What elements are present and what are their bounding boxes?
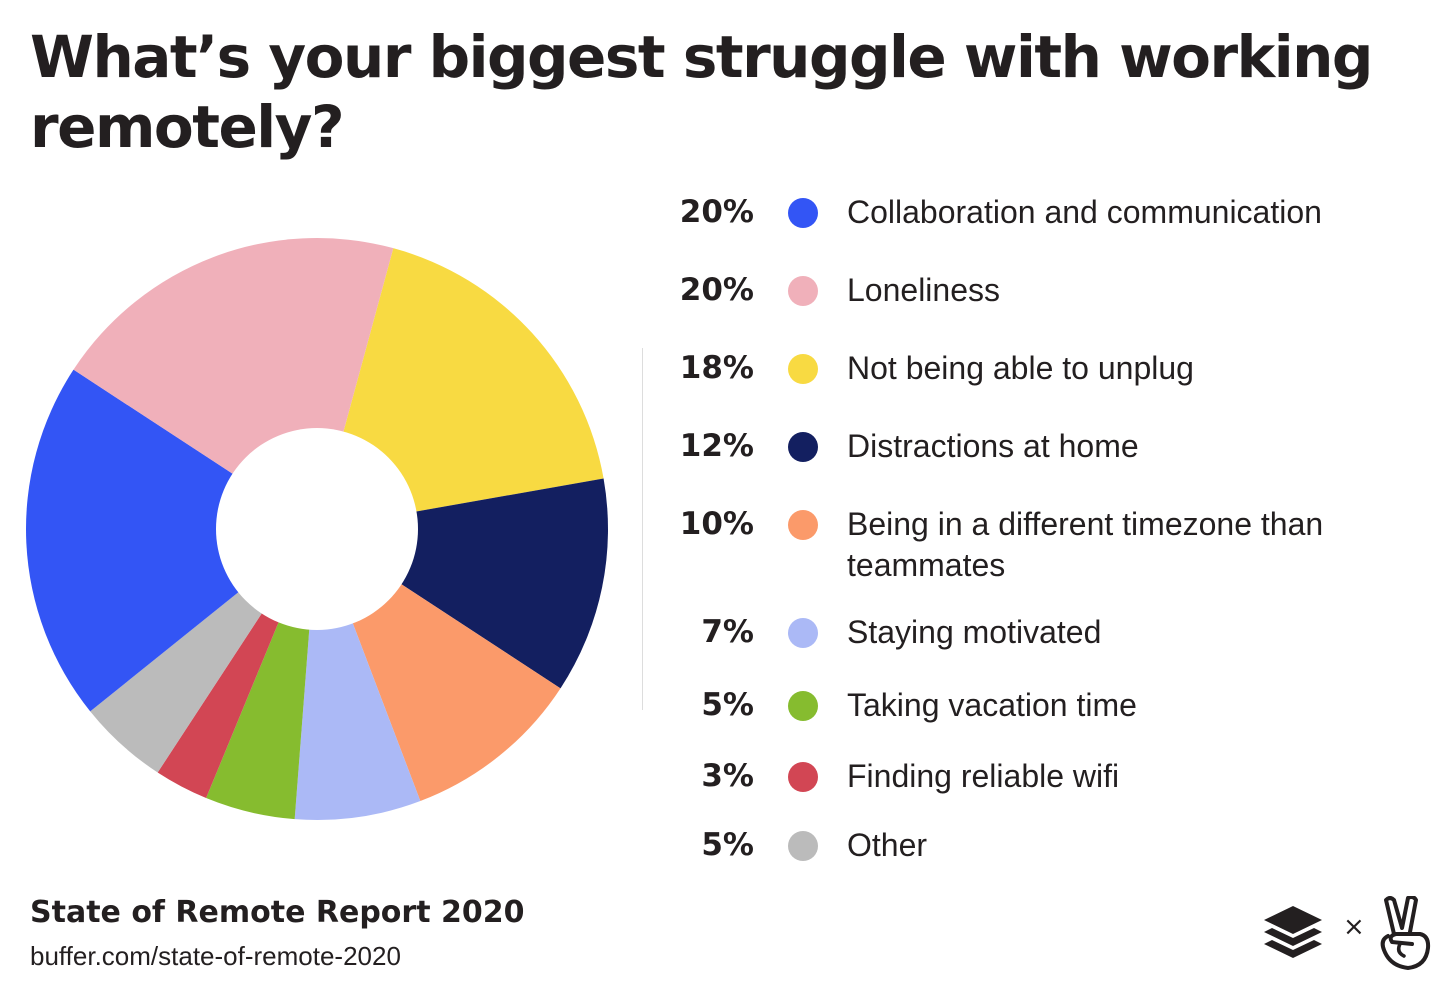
angellist-peace-icon xyxy=(1380,896,1431,970)
legend-divider xyxy=(642,348,643,710)
report-title: State of Remote Report 2020 xyxy=(30,895,525,930)
legend-item: 3% Finding reliable wifi xyxy=(660,756,1420,816)
legend-item: 12% Distractions at home xyxy=(660,426,1420,486)
legend-swatch xyxy=(788,432,818,462)
legend-label: Collaboration and communication xyxy=(847,194,1322,230)
donut-chart xyxy=(25,237,609,820)
logo-separator: × xyxy=(1343,912,1365,942)
legend-percent: 5% xyxy=(701,827,754,863)
legend-item: 20% Collaboration and communication xyxy=(660,192,1420,252)
legend-item: 7% Staying motivated xyxy=(660,612,1420,672)
legend-item: 18% Not being able to unplug xyxy=(660,348,1420,408)
legend-percent: 5% xyxy=(701,687,754,723)
buffer-logo-icon xyxy=(1264,906,1322,958)
donut-hole xyxy=(216,428,418,630)
legend-label: Being in a different timezone than teamm… xyxy=(847,506,1324,583)
legend-swatch xyxy=(788,618,818,648)
legend-label: Not being able to unplug xyxy=(847,350,1194,386)
legend-item: 5% Other xyxy=(660,825,1420,885)
legend-percent: 3% xyxy=(701,758,754,794)
legend-swatch xyxy=(788,510,818,540)
legend-label: Taking vacation time xyxy=(847,687,1137,723)
legend-swatch xyxy=(788,276,818,306)
legend-label: Finding reliable wifi xyxy=(847,758,1120,794)
legend-label: Staying motivated xyxy=(847,614,1102,650)
legend-swatch xyxy=(788,831,818,861)
logos: × xyxy=(1258,896,1438,976)
legend-percent: 7% xyxy=(701,614,754,650)
legend-swatch xyxy=(788,691,818,721)
legend-percent: 10% xyxy=(679,506,754,542)
report-url[interactable]: buffer.com/state-of-remote-2020 xyxy=(30,941,401,971)
legend-item: 10% Being in a different timezone than te… xyxy=(660,504,1420,583)
legend-percent: 20% xyxy=(679,194,754,230)
legend-swatch xyxy=(788,354,818,384)
slice-collaboration-and-communication xyxy=(25,369,318,712)
chart-title: What’s your biggest struggle with workin… xyxy=(30,23,1373,161)
legend-percent: 20% xyxy=(679,272,754,308)
legend-swatch xyxy=(788,762,818,792)
legend-percent: 18% xyxy=(679,350,754,386)
legend-label: Loneliness xyxy=(847,272,1000,308)
legend-item: 5% Taking vacation time xyxy=(660,685,1420,745)
legend-percent: 12% xyxy=(679,428,754,464)
legend-label: Distractions at home xyxy=(847,428,1139,464)
legend-label: Other xyxy=(847,827,928,863)
legend-swatch xyxy=(788,198,818,228)
legend-item: 20% Loneliness xyxy=(660,270,1420,330)
